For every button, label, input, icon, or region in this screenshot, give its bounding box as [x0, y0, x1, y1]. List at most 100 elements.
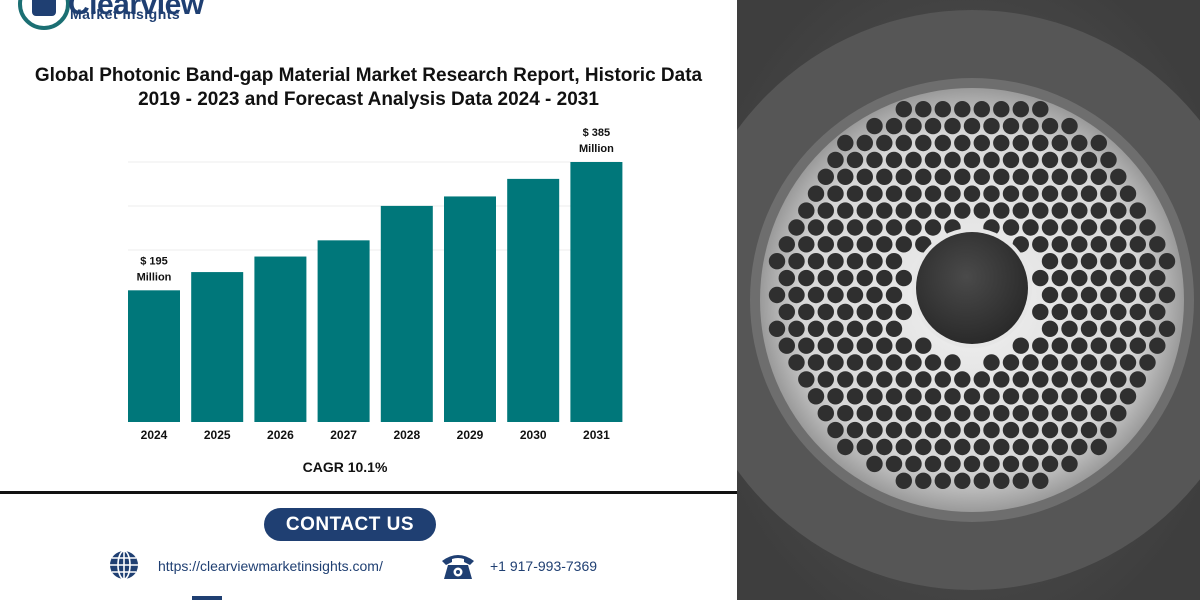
air-hole [866, 388, 883, 405]
air-hole [827, 151, 844, 169]
air-hole [993, 168, 1010, 185]
air-hole [924, 117, 942, 135]
air-hole [837, 134, 854, 152]
air-hole [1080, 253, 1098, 270]
air-hole [1022, 388, 1039, 405]
air-hole [944, 354, 961, 371]
air-hole [1110, 168, 1127, 185]
report-title-line-2: 2019 - 2023 and Forecast Analysis Data 2… [138, 89, 599, 110]
air-hole [1110, 202, 1127, 219]
air-hole [973, 371, 990, 388]
air-hole [895, 303, 912, 321]
air-hole [1041, 151, 1059, 169]
air-hole [934, 134, 951, 152]
air-hole [866, 286, 883, 304]
air-hole [963, 421, 981, 439]
air-hole [1080, 219, 1098, 236]
air-hole [1100, 185, 1117, 202]
air-hole [1119, 286, 1137, 304]
air-hole [866, 320, 883, 337]
air-hole [1110, 371, 1127, 388]
air-hole [1002, 117, 1020, 135]
air-hole [895, 269, 912, 287]
photonic-crystal-fiber-micrograph [737, 0, 1200, 600]
bar-2025 [191, 272, 244, 422]
air-hole [788, 286, 805, 304]
air-hole [778, 303, 795, 321]
air-hole [856, 168, 873, 185]
air-hole [1032, 269, 1049, 287]
bar-2031 [570, 162, 623, 422]
air-hole [1002, 219, 1020, 236]
air-hole [1061, 421, 1078, 439]
air-hole [895, 202, 912, 219]
air-hole [778, 269, 795, 287]
air-hole [885, 455, 903, 473]
mail-icon [192, 596, 222, 600]
air-hole [1090, 405, 1107, 422]
air-hole [885, 219, 903, 236]
air-hole [1090, 269, 1107, 287]
air-hole [1129, 337, 1146, 354]
air-hole [807, 354, 825, 371]
air-hole [1100, 320, 1117, 337]
air-hole [1100, 253, 1117, 270]
air-hole [1022, 219, 1039, 236]
air-hole [866, 253, 883, 270]
cagr-caption: CAGR 10.1% [302, 459, 388, 475]
air-hole [1080, 185, 1098, 202]
air-hole [1032, 101, 1049, 118]
air-hole [1061, 219, 1078, 236]
air-hole [983, 388, 1000, 405]
air-hole [876, 269, 893, 287]
air-hole [846, 151, 864, 169]
air-hole [1149, 236, 1166, 253]
air-hole [1149, 269, 1166, 287]
x-tick-label: 2024 [141, 428, 168, 442]
air-hole [1012, 337, 1029, 354]
air-hole [1139, 320, 1156, 337]
air-hole [1051, 405, 1068, 422]
contact-us-button[interactable]: CONTACT US [264, 508, 436, 541]
bar-2026 [254, 256, 307, 422]
air-hole [1041, 421, 1059, 439]
brand-logo[interactable]: Clearview Market Insights [18, 0, 258, 34]
air-hole [1041, 455, 1059, 473]
brand-tagline: Market Insights [70, 6, 181, 22]
phone-number[interactable]: +1 917-993-7369 [490, 558, 598, 574]
air-hole [866, 354, 883, 371]
x-tick-label: 2029 [457, 428, 484, 442]
air-hole [1041, 354, 1059, 371]
air-hole [905, 151, 922, 169]
air-hole [1002, 388, 1020, 405]
air-hole [1100, 354, 1117, 371]
air-hole [1119, 185, 1137, 202]
air-hole [1041, 253, 1059, 270]
air-hole [798, 236, 815, 253]
air-hole [993, 134, 1010, 152]
air-hole [1012, 438, 1029, 456]
air-hole [798, 371, 815, 388]
air-hole [1032, 472, 1049, 489]
air-hole [993, 405, 1010, 422]
air-hole [963, 151, 981, 169]
air-hole [1158, 253, 1176, 270]
air-hole [807, 185, 825, 202]
air-hole [846, 320, 864, 337]
air-hole [1090, 236, 1107, 253]
website-link[interactable]: https://clearviewmarketinsights.com/ [158, 558, 383, 574]
air-hole [1061, 286, 1078, 304]
air-hole [1119, 354, 1137, 371]
air-hole [837, 202, 854, 219]
air-hole [827, 320, 844, 337]
air-hole [1061, 388, 1078, 405]
air-hole [866, 421, 883, 439]
air-hole [1022, 421, 1039, 439]
air-hole [856, 134, 873, 152]
air-hole [993, 438, 1010, 456]
air-hole [1110, 405, 1127, 422]
air-hole [915, 101, 932, 118]
air-hole [798, 202, 815, 219]
air-hole [1149, 337, 1166, 354]
air-hole [905, 117, 922, 135]
